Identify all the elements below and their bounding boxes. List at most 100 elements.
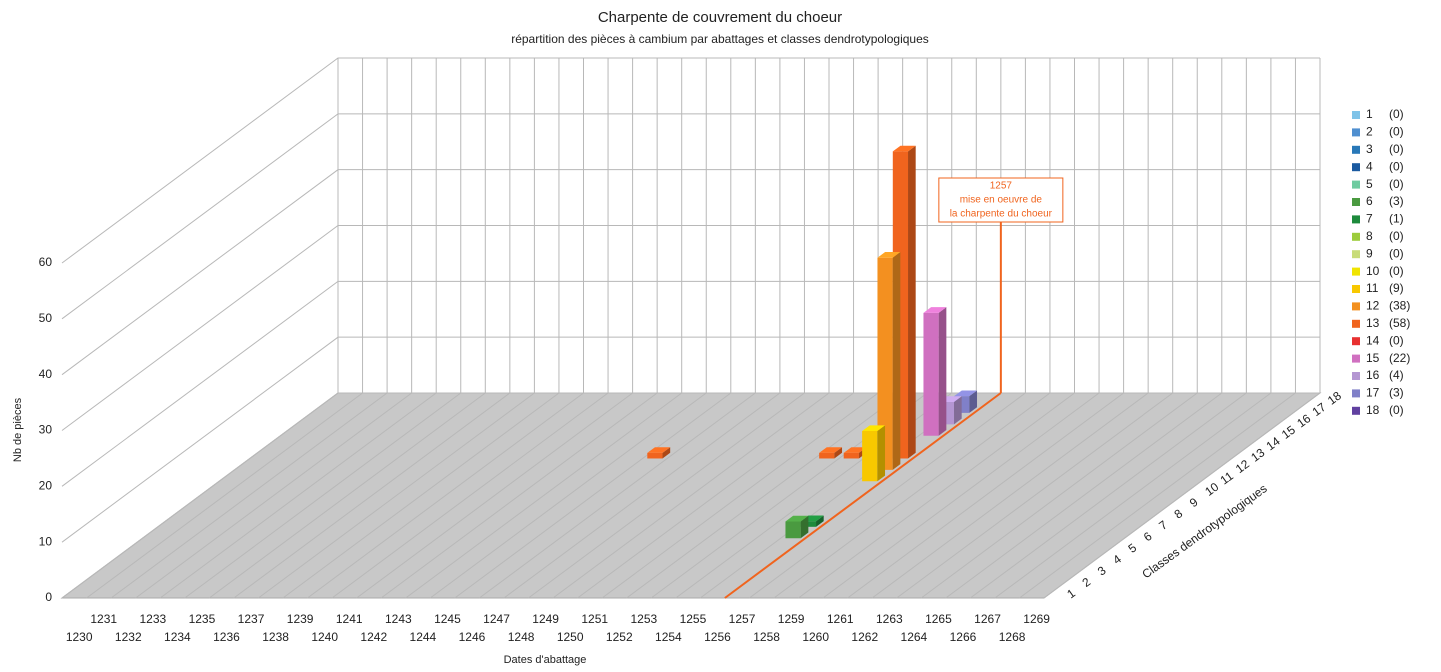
bar [819,447,843,459]
floor-grid-line [110,392,388,599]
annotation-text: la charpente du choeur [950,209,1053,220]
chart-title: Charpente de couvrement du choeur [598,9,842,26]
z-tick-label: 2 [1080,574,1094,589]
x-tick-label: 1255 [680,612,707,626]
legend-label: 10 [1366,264,1380,278]
x-tick-label: 1246 [459,630,486,644]
floor-grid-line [380,392,658,599]
bar-side [662,447,671,459]
bar-front [877,257,893,470]
z-tick-label: 14 [1264,434,1283,453]
bar [877,252,901,470]
grid-line [61,225,1320,431]
y-tick-label: 60 [39,255,53,269]
legend-total: (0) [1389,107,1404,121]
legend-swatch [1352,198,1360,206]
floor-grid-line [86,392,363,599]
x-tick-label: 1261 [827,612,854,626]
x-tick-label: 1269 [1023,612,1050,626]
x-tick-label: 1247 [483,612,510,626]
legend-label: 17 [1366,386,1380,400]
legend-label: 16 [1366,368,1380,382]
legend-swatch [1352,337,1360,346]
x-tick-label: 1230 [66,630,93,644]
grid-line [61,169,1320,376]
bar [862,425,886,482]
y-tick-label: 40 [39,367,53,381]
floor-grid-line [871,392,1149,599]
bar [785,515,809,539]
legend-total: (9) [1389,281,1404,295]
legend-total: (3) [1389,194,1404,208]
floor-grid-line [920,392,1198,599]
legend-total: (3) [1389,386,1404,400]
floor-grid-line [601,392,879,599]
bar-top [843,447,867,453]
legend-swatch [1352,285,1360,293]
x-tick-label: 1264 [901,630,928,644]
floor-grid-line [479,392,756,599]
bar-top [923,307,947,313]
x-tick-label: 1263 [876,612,903,626]
annotation-box [938,177,1064,223]
bar-front [819,452,835,459]
floor-grid-line [994,392,1272,599]
floor-grid-line [896,392,1173,599]
legend-total: (22) [1389,351,1410,365]
legend-label: 1 [1366,107,1373,121]
legend-label: 9 [1366,246,1373,260]
z-tick-label: 7 [1156,518,1170,533]
z-tick-label: 17 [1310,400,1329,419]
grid-line [61,57,1320,264]
legend-total: (38) [1389,299,1410,313]
x-tick-label: 1245 [434,612,461,626]
y-tick-label: 10 [39,534,53,548]
floor-grid-line [1043,392,1321,599]
legend-total: (4) [1389,368,1404,382]
floor-grid-line [749,392,1026,599]
legend-swatch [1352,354,1360,363]
x-tick-label: 1260 [802,630,829,644]
legend-total: (0) [1389,142,1404,156]
z-tick-label: 13 [1248,445,1267,464]
x-tick-label: 1251 [581,612,608,626]
z-tick-label: 15 [1279,422,1298,441]
bar-top [877,252,901,258]
bar-front [862,431,878,482]
grid-line [61,392,1320,599]
floor-grid-line [282,392,560,599]
floor-grid-line [454,392,732,599]
bar-top [819,447,843,453]
x-tick-label: 1243 [385,612,412,626]
floor-grid-line [945,392,1223,599]
legend-label: 2 [1366,125,1373,139]
x-tick-label: 1232 [115,630,142,644]
x-tick-label: 1235 [189,612,216,626]
x-tick-label: 1266 [950,630,977,644]
legend-label: 13 [1366,316,1380,330]
legend-total: (0) [1389,333,1404,347]
z-tick-label: 5 [1126,540,1140,555]
legend-total: (0) [1389,125,1404,139]
x-tick-label: 1242 [360,630,387,644]
legend-swatch [1352,232,1360,241]
legend-swatch [1352,267,1360,276]
legend-label: 18 [1366,403,1380,417]
legend-swatch [1352,215,1360,224]
y-axis-label: Nb de pièces [12,397,24,462]
x-tick-label: 1267 [974,612,1001,626]
y-tick-label: 30 [39,423,53,437]
x-axis-label: Dates d'abattage [504,654,587,666]
floor-grid-line [1019,392,1296,599]
legend-label: 12 [1366,299,1380,313]
bar-side [892,252,901,470]
floor-grid-line [528,392,805,599]
z-tick-label: 1 [1064,586,1078,601]
legend-swatch [1352,180,1360,189]
x-tick-label: 1268 [999,630,1026,644]
annotation-line [724,392,1002,599]
y-tick-label: 50 [39,311,53,325]
z-tick-label: 8 [1172,506,1186,521]
floor-grid-line [405,392,682,599]
bar [923,307,947,436]
